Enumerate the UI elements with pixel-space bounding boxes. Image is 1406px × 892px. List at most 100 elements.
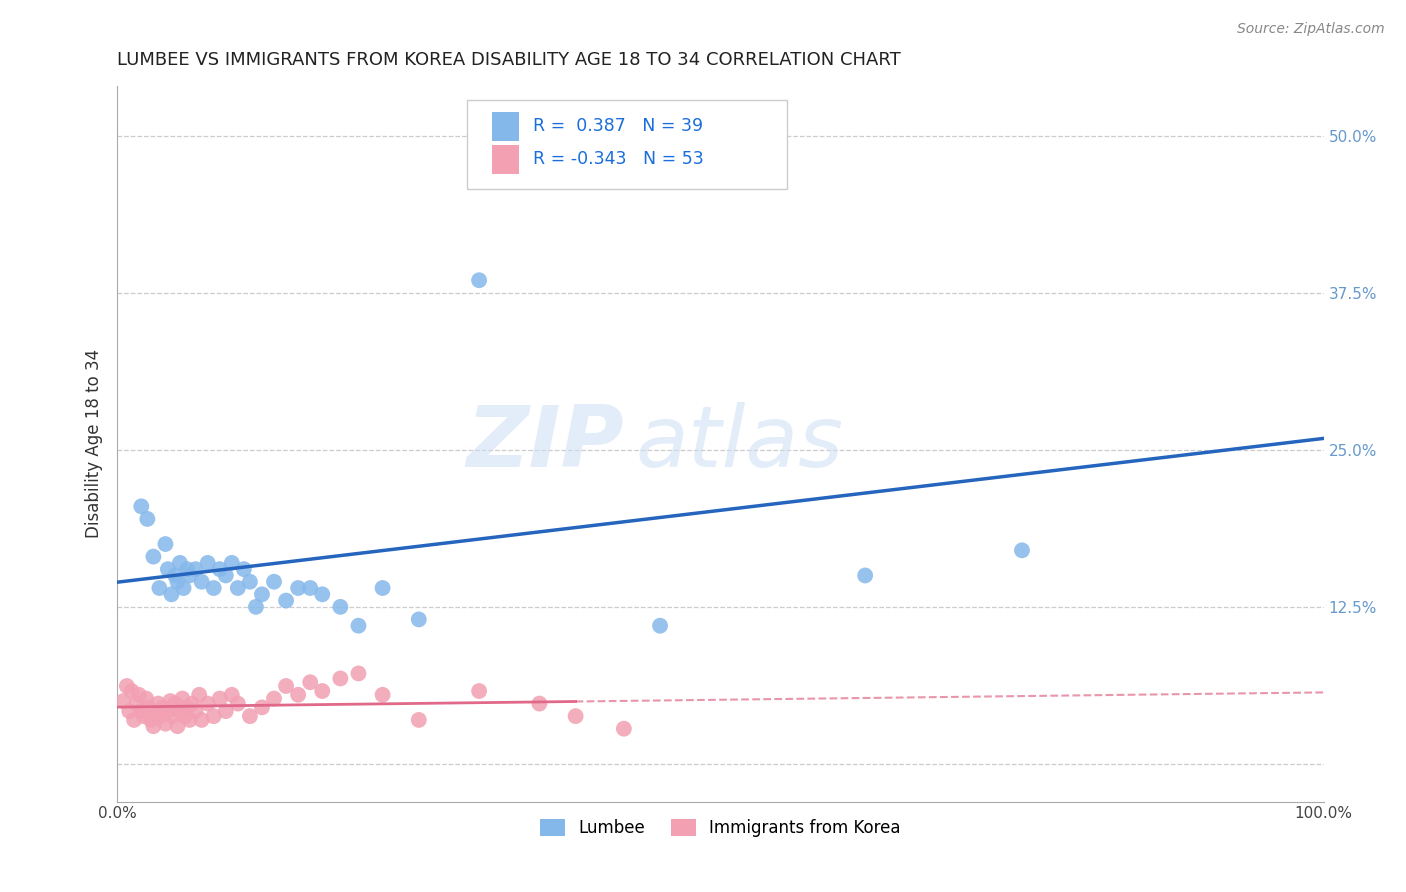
Point bbox=[136, 512, 159, 526]
Text: LUMBEE VS IMMIGRANTS FROM KOREA DISABILITY AGE 18 TO 34 CORRELATION CHART: LUMBEE VS IMMIGRANTS FROM KOREA DISABILI… bbox=[117, 51, 901, 69]
Point bbox=[112, 694, 135, 708]
Point bbox=[221, 688, 243, 702]
FancyBboxPatch shape bbox=[492, 112, 519, 141]
Point bbox=[245, 599, 267, 614]
Point bbox=[1011, 543, 1033, 558]
Text: R = -0.343   N = 53: R = -0.343 N = 53 bbox=[533, 150, 704, 169]
Point bbox=[299, 581, 322, 595]
Point bbox=[853, 568, 876, 582]
Point bbox=[239, 709, 262, 723]
Point bbox=[149, 709, 172, 723]
Text: atlas: atlas bbox=[636, 402, 844, 485]
Text: Source: ZipAtlas.com: Source: ZipAtlas.com bbox=[1237, 22, 1385, 37]
Point bbox=[131, 500, 153, 514]
Point bbox=[564, 709, 586, 723]
Point bbox=[162, 709, 184, 723]
Point bbox=[148, 697, 170, 711]
Point bbox=[202, 581, 225, 595]
Point bbox=[371, 688, 394, 702]
Point bbox=[287, 581, 309, 595]
Point bbox=[142, 719, 165, 733]
Point bbox=[232, 562, 254, 576]
Point bbox=[347, 666, 370, 681]
Point bbox=[263, 574, 285, 589]
FancyBboxPatch shape bbox=[492, 145, 519, 174]
Point bbox=[208, 691, 231, 706]
Point bbox=[371, 581, 394, 595]
Point bbox=[329, 672, 352, 686]
Point bbox=[145, 706, 167, 721]
Point bbox=[274, 679, 297, 693]
Legend: Lumbee, Immigrants from Korea: Lumbee, Immigrants from Korea bbox=[534, 812, 907, 843]
Point bbox=[250, 700, 273, 714]
Point bbox=[188, 688, 211, 702]
Point bbox=[408, 612, 430, 626]
Point bbox=[468, 273, 491, 287]
Point bbox=[148, 581, 170, 595]
Point bbox=[179, 568, 201, 582]
Point bbox=[311, 587, 333, 601]
Point bbox=[613, 722, 636, 736]
Point bbox=[215, 568, 238, 582]
Point bbox=[169, 704, 191, 718]
Point bbox=[176, 562, 198, 576]
Point bbox=[202, 709, 225, 723]
Point bbox=[226, 581, 249, 595]
Point bbox=[287, 688, 309, 702]
Point bbox=[208, 562, 231, 576]
Point bbox=[299, 675, 322, 690]
Point bbox=[329, 599, 352, 614]
Point bbox=[135, 691, 157, 706]
Point bbox=[468, 684, 491, 698]
Text: ZIP: ZIP bbox=[467, 402, 624, 485]
Point bbox=[115, 679, 138, 693]
Point bbox=[529, 697, 551, 711]
Point bbox=[132, 709, 155, 723]
Point bbox=[166, 719, 188, 733]
Point bbox=[221, 556, 243, 570]
Point bbox=[142, 549, 165, 564]
Point bbox=[226, 697, 249, 711]
Point bbox=[165, 568, 187, 582]
Point bbox=[274, 593, 297, 607]
Point bbox=[190, 574, 212, 589]
Point bbox=[181, 697, 204, 711]
Point bbox=[139, 713, 162, 727]
Point bbox=[179, 713, 201, 727]
Point bbox=[156, 704, 179, 718]
Point bbox=[155, 537, 177, 551]
Point bbox=[173, 709, 195, 723]
Point bbox=[176, 700, 198, 714]
Point bbox=[197, 697, 219, 711]
Point bbox=[648, 618, 671, 632]
Point bbox=[347, 618, 370, 632]
Point bbox=[128, 688, 150, 702]
Point bbox=[173, 581, 195, 595]
Point bbox=[184, 704, 207, 718]
Point bbox=[152, 700, 174, 714]
Point bbox=[250, 587, 273, 601]
FancyBboxPatch shape bbox=[467, 100, 787, 189]
Point bbox=[156, 562, 179, 576]
Point bbox=[118, 704, 141, 718]
Point bbox=[239, 574, 262, 589]
Point bbox=[121, 684, 143, 698]
Point bbox=[172, 691, 194, 706]
Point bbox=[184, 562, 207, 576]
Point bbox=[165, 697, 187, 711]
Point bbox=[311, 684, 333, 698]
Point bbox=[159, 694, 181, 708]
Point bbox=[155, 716, 177, 731]
Point bbox=[160, 587, 183, 601]
Point bbox=[190, 713, 212, 727]
Point bbox=[138, 700, 160, 714]
Point bbox=[125, 697, 148, 711]
Point bbox=[122, 713, 145, 727]
Text: R =  0.387   N = 39: R = 0.387 N = 39 bbox=[533, 118, 703, 136]
Point bbox=[166, 574, 188, 589]
Point bbox=[655, 153, 678, 168]
Point bbox=[131, 704, 153, 718]
Point bbox=[197, 556, 219, 570]
Y-axis label: Disability Age 18 to 34: Disability Age 18 to 34 bbox=[86, 349, 103, 538]
Point bbox=[215, 704, 238, 718]
